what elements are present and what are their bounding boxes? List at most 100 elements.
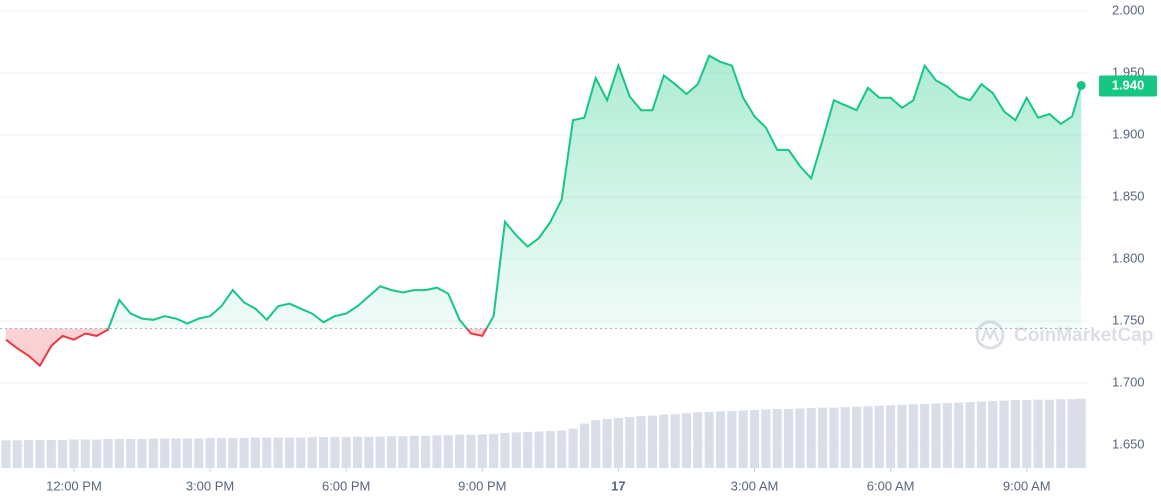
volume-bar — [920, 403, 930, 468]
volume-bar — [205, 438, 215, 468]
volume-bar — [455, 434, 465, 468]
volume-bar — [965, 402, 975, 468]
volume-bar — [148, 438, 158, 468]
y-tick-label: 1.900 — [1112, 126, 1145, 141]
volume-bar — [228, 438, 238, 468]
x-tick-label: 9:00 AM — [1003, 478, 1051, 493]
volume-bar — [466, 434, 476, 468]
volume-bar — [1067, 399, 1077, 468]
volume-bar — [976, 401, 986, 468]
volume-bar — [489, 433, 499, 468]
x-tick-label: 9:00 PM — [458, 478, 506, 493]
volume-bar — [863, 406, 873, 468]
volume-bar — [273, 437, 283, 468]
volume-bar — [432, 435, 442, 468]
volume-bar — [795, 408, 805, 468]
volume-bar — [1044, 399, 1054, 468]
volume-bar — [557, 430, 567, 468]
y-tick-label: 1.800 — [1112, 250, 1145, 265]
volume-bar — [239, 438, 249, 468]
x-tick-label: 3:00 AM — [731, 478, 779, 493]
volume-bar — [46, 439, 56, 468]
volume-bar — [352, 436, 363, 468]
volume-bar — [387, 436, 397, 468]
volume-bar — [942, 402, 952, 468]
volume-bar — [1076, 398, 1086, 468]
volume-bar — [307, 437, 317, 468]
volume-bar — [137, 438, 147, 468]
volume-bar — [500, 432, 510, 468]
volume-bar — [443, 435, 453, 468]
volume-bar — [874, 405, 884, 468]
volume-bar — [523, 431, 533, 468]
x-tick-label: 6:00 PM — [322, 478, 370, 493]
volume-bar — [126, 438, 136, 468]
volume-bar — [931, 403, 941, 468]
volume-bar — [194, 438, 204, 468]
volume-bar — [58, 439, 68, 468]
volume-bar — [171, 438, 181, 468]
volume-bar — [103, 438, 113, 468]
price-line-up — [107, 54, 1083, 329]
volume-bar — [511, 432, 521, 468]
last-point — [1076, 80, 1086, 90]
volume-bar — [409, 435, 419, 468]
volume-bar — [341, 437, 351, 468]
watermark-text: CoinMarketCap — [1014, 325, 1153, 346]
volume-bar — [1056, 399, 1066, 468]
volume-bar — [1, 440, 11, 468]
volume-bar — [954, 402, 964, 468]
volume-bar — [670, 414, 680, 468]
volume-bar — [659, 414, 669, 468]
volume-bar — [908, 404, 918, 468]
volume-bar — [24, 439, 34, 468]
volume-bar — [886, 405, 896, 468]
volume-bar — [364, 436, 374, 468]
volume-bar — [727, 410, 737, 468]
volume-bar — [330, 437, 340, 468]
volume-bar — [772, 409, 782, 468]
volume-bar — [818, 407, 828, 468]
volume-bar — [250, 437, 260, 468]
watermark: CoinMarketCap — [975, 320, 1153, 350]
volume-bar — [784, 409, 794, 468]
volume-bar — [761, 409, 771, 468]
y-tick-label: 2.000 — [1112, 2, 1145, 17]
volume-bar — [715, 411, 726, 468]
volume-bar — [749, 409, 760, 468]
volume-bar — [1022, 400, 1032, 468]
x-tick-label: 17 — [611, 478, 625, 493]
volume-bar — [545, 431, 555, 468]
volume-bar — [534, 431, 544, 468]
volume-bar — [69, 439, 79, 468]
volume-bar — [375, 436, 385, 468]
volume-bar — [602, 418, 612, 468]
volume-bar — [647, 415, 657, 468]
volume-bar — [262, 437, 272, 468]
price-tag: 1.940 — [1112, 77, 1145, 92]
y-tick-label: 1.850 — [1112, 188, 1145, 203]
y-tick-label: 1.700 — [1112, 374, 1145, 389]
area-up — [108, 55, 1082, 329]
volume-bar — [704, 411, 714, 468]
volume-bar — [284, 437, 295, 468]
volume-bar — [114, 438, 124, 468]
volume-bar — [1033, 399, 1043, 468]
x-tick-label: 12:00 PM — [46, 478, 102, 493]
volume-bar — [988, 401, 998, 468]
volume-bar — [1010, 400, 1020, 468]
volume-bar — [318, 437, 329, 468]
volume-bar — [999, 400, 1009, 468]
volume-bar — [693, 412, 703, 468]
price-tag-bg — [1099, 75, 1157, 97]
volume-bar — [160, 438, 170, 468]
volume-bar — [852, 406, 862, 468]
volume-bar — [829, 407, 839, 468]
volume-bar — [182, 438, 192, 468]
volume-bar — [12, 440, 22, 468]
volume-bar — [568, 428, 578, 468]
volume-bar — [216, 438, 226, 468]
volume-bar — [477, 434, 487, 468]
volume-bar — [35, 439, 45, 468]
